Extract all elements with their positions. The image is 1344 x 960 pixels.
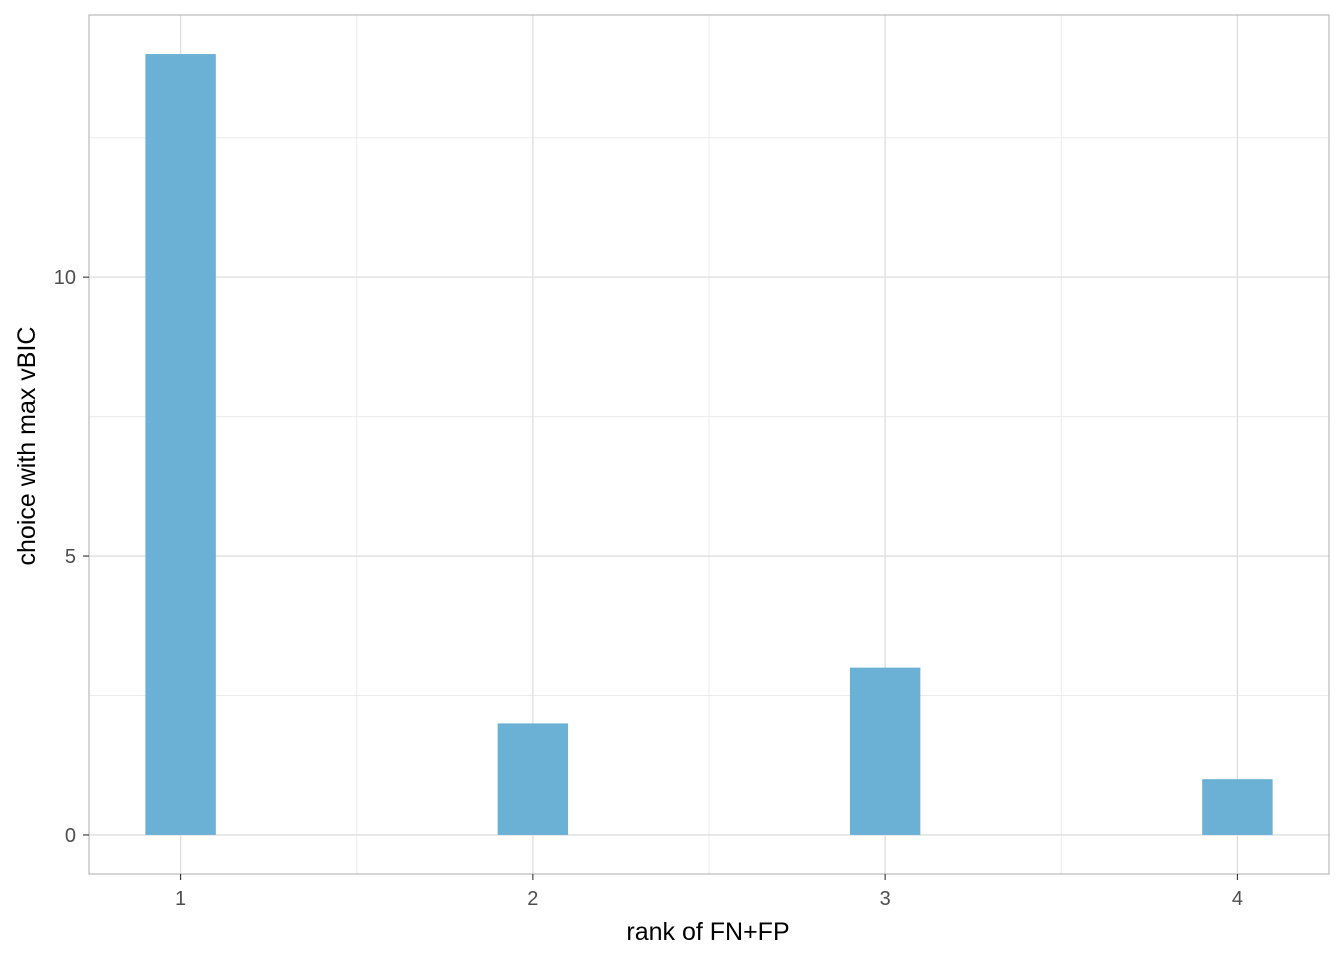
bar (849, 667, 921, 835)
y-tick-label: 10 (54, 267, 76, 289)
y-axis-title: choice with max vBIC (13, 327, 41, 566)
axis-ticks (83, 276, 1238, 880)
x-tick-label: 4 (1232, 888, 1243, 910)
y-axis-tick-labels: 0 5 10 (54, 267, 76, 847)
bar (145, 54, 216, 835)
y-tick-label: 5 (65, 546, 76, 568)
bar (497, 723, 569, 835)
minor-gridlines (89, 15, 1329, 874)
x-tick-label: 3 (880, 888, 891, 910)
bars (145, 54, 1273, 835)
x-axis-tick-labels: 1 2 3 4 (175, 888, 1243, 910)
panel-border (88, 14, 1330, 875)
x-tick-label: 1 (175, 888, 186, 910)
bar (1202, 779, 1273, 835)
x-tick-label: 2 (527, 888, 538, 910)
y-tick-label: 0 (65, 825, 76, 847)
x-axis-title: rank of FN+FP (626, 918, 789, 946)
